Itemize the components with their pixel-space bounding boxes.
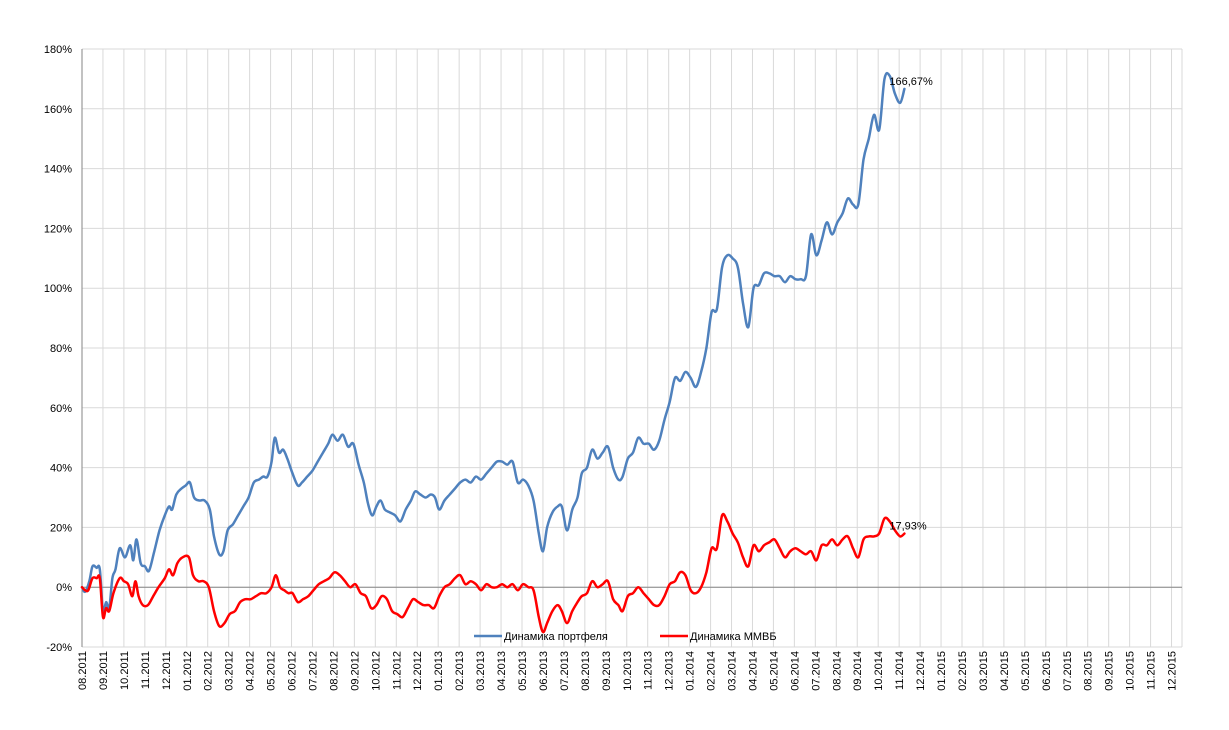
x-tick-label: 01.2015 xyxy=(936,651,948,691)
x-tick-label: 10.2013 xyxy=(622,651,634,691)
x-tick-label: 04.2014 xyxy=(747,651,759,691)
x-tick-label: 11.2015 xyxy=(1146,651,1158,690)
y-tick-label: 120% xyxy=(44,223,72,235)
y-tick-label: 140% xyxy=(44,164,72,176)
x-tick-label: 10.2015 xyxy=(1125,651,1137,691)
x-tick-label: 09.2013 xyxy=(601,651,613,691)
x-tick-label: 08.2012 xyxy=(328,651,340,691)
x-tick-label: 09.2012 xyxy=(349,651,361,691)
x-tick-label: 08.2013 xyxy=(580,651,592,691)
x-tick-label: 07.2012 xyxy=(307,651,319,691)
end-labels: 166,67% 17,93% xyxy=(889,76,933,533)
x-tick-label: 06.2013 xyxy=(538,651,550,691)
x-tick-label: 05.2013 xyxy=(517,651,529,691)
x-tick-label: 12.2014 xyxy=(915,651,927,691)
x-tick-label: 03.2015 xyxy=(978,651,990,691)
y-tick-label: 100% xyxy=(44,283,72,295)
x-tick-label: 02.2013 xyxy=(454,651,466,691)
x-tick-label: 05.2014 xyxy=(768,651,780,691)
x-tick-label: 03.2013 xyxy=(475,651,487,691)
y-tick-label: 80% xyxy=(50,343,72,355)
x-tick-label: 12.2013 xyxy=(664,651,676,691)
x-tick-label: 07.2013 xyxy=(559,651,571,691)
y-tick-label: 60% xyxy=(50,403,72,415)
x-tick-label: 12.2015 xyxy=(1167,651,1179,691)
x-tick-label: 04.2015 xyxy=(999,651,1011,691)
x-tick-label: 09.2014 xyxy=(852,651,864,691)
portfolio-series-line xyxy=(80,71,906,614)
y-tick-label: 160% xyxy=(44,104,72,116)
x-tick-label: 08.2015 xyxy=(1083,651,1095,691)
y-tick-label: 180% xyxy=(44,44,72,56)
gridlines xyxy=(81,48,1183,648)
x-tick-label: 03.2014 xyxy=(727,651,739,691)
series-group xyxy=(80,71,906,634)
y-tick-label: 0% xyxy=(56,582,72,594)
x-tick-label: 12.2011 xyxy=(161,651,173,690)
x-tick-label: 02.2012 xyxy=(203,651,215,691)
x-tick-label: 06.2014 xyxy=(789,651,801,691)
axes: -20% 0% 20% 40% 60% 80% 100% 120% 140% 160% 180% 08… xyxy=(44,44,1182,691)
x-tick-label: 01.2012 xyxy=(182,651,194,691)
x-tick-label: 09.2011 xyxy=(98,651,110,690)
x-tick-label: 07.2015 xyxy=(1062,651,1074,691)
x-tick-label: 02.2014 xyxy=(706,651,718,691)
x-tick-label: 02.2015 xyxy=(957,651,969,691)
y-tick-label: 40% xyxy=(50,463,72,475)
x-tick-label: 08.2011 xyxy=(77,651,89,690)
y-tick-label: 20% xyxy=(50,522,72,534)
x-tick-label: 11.2012 xyxy=(391,651,403,690)
legend-label: Динамика ММВБ xyxy=(690,631,777,643)
x-tick-label: 01.2014 xyxy=(685,651,697,691)
x-tick-label: 11.2011 xyxy=(140,651,152,689)
x-tick-label: 03.2012 xyxy=(224,651,236,691)
portfolio-end-label: 166,67% xyxy=(889,76,933,88)
x-tick-label: 10.2014 xyxy=(873,651,885,691)
x-tick-label: 01.2013 xyxy=(433,651,445,691)
x-tick-label: 10.2011 xyxy=(119,651,131,690)
x-tick-label: 09.2015 xyxy=(1104,651,1116,691)
x-tick-label: 07.2014 xyxy=(810,651,822,691)
legend-label: Динамика портфеля xyxy=(504,631,608,643)
mmvb-series-line xyxy=(80,512,906,634)
x-tick-label: 11.2013 xyxy=(643,651,655,690)
x-tick-label: 11.2014 xyxy=(894,651,906,690)
y-tick-label: -20% xyxy=(46,642,72,654)
x-tick-label: 10.2012 xyxy=(370,651,382,691)
x-tick-label: 08.2014 xyxy=(831,651,843,691)
x-tick-label: 12.2012 xyxy=(412,651,424,691)
x-tick-label: 04.2012 xyxy=(245,651,257,691)
x-tick-label: 04.2013 xyxy=(496,651,508,691)
x-tick-label: 05.2015 xyxy=(1020,651,1032,691)
legend: Динамика портфеля Динамика ММВБ xyxy=(474,631,777,643)
x-tick-label: 06.2012 xyxy=(287,651,299,691)
x-tick-label: 06.2015 xyxy=(1041,651,1053,691)
mmvb-end-label: 17,93% xyxy=(889,521,927,533)
x-tick-label: 05.2012 xyxy=(266,651,278,691)
